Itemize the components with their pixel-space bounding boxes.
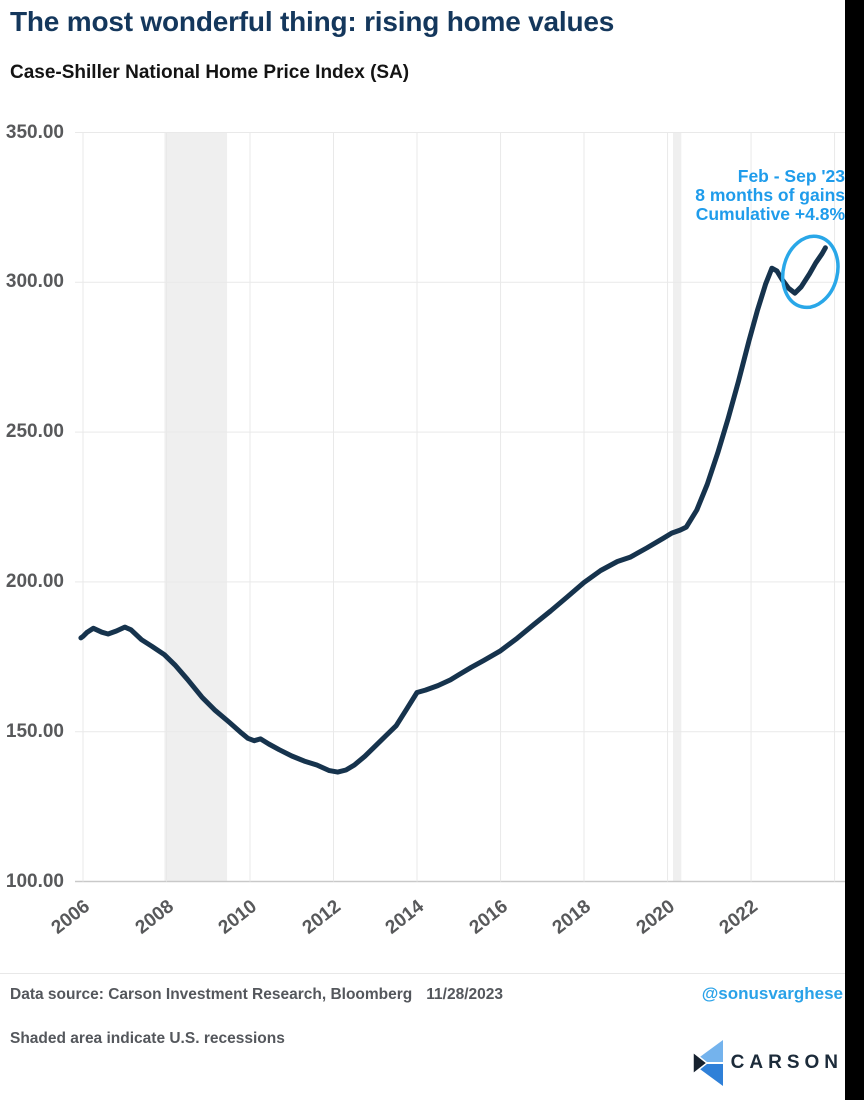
carson-logo: CARSON — [692, 1040, 843, 1086]
annotation-line-2: 8 months of gains — [695, 185, 845, 205]
recession-note: Shaded area indicate U.S. recessions — [10, 1030, 285, 1047]
chart-subtitle: Case-Shiller National Home Price Index (… — [10, 62, 410, 83]
footer-divider — [0, 973, 845, 974]
data-source-text: Data source: Carson Investment Research,… — [10, 986, 503, 1003]
page-title: The most wonderful thing: rising home va… — [10, 6, 615, 37]
y-tick-label: 300.00 — [5, 271, 64, 293]
y-tick-label: 150.00 — [5, 720, 64, 742]
carson-logo-icon — [692, 1040, 723, 1086]
annotation-line-1: Feb - Sep '23 — [737, 166, 845, 186]
recession-band — [164, 132, 228, 882]
y-tick-label: 200.00 — [5, 570, 64, 592]
as-of-date: 11/28/2023 — [426, 986, 503, 1003]
y-tick-label: 350.00 — [5, 121, 64, 143]
recession-band — [672, 132, 682, 882]
annotation-callout: Feb - Sep '23 8 months of gains Cumulati… — [695, 167, 845, 224]
window-edge-strip — [845, 0, 864, 1100]
y-tick-label: 250.00 — [5, 421, 64, 443]
y-tick-label: 100.00 — [5, 870, 64, 892]
twitter-handle: @sonusvarghese — [701, 984, 843, 1003]
highlight-circle-icon — [780, 234, 840, 310]
annotation-line-3: Cumulative +4.8% — [695, 204, 845, 224]
carson-wordmark: CARSON — [730, 1052, 843, 1073]
price-index-line — [78, 245, 828, 775]
